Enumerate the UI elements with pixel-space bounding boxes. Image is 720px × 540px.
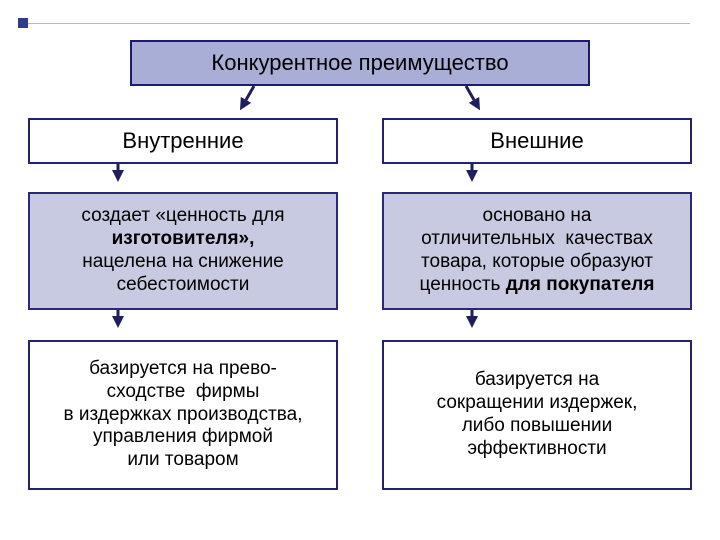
arrow-desc-right-down-icon bbox=[0, 0, 720, 540]
diagram-stage: Конкурентное преимущество Внутренние Вне… bbox=[0, 0, 720, 540]
